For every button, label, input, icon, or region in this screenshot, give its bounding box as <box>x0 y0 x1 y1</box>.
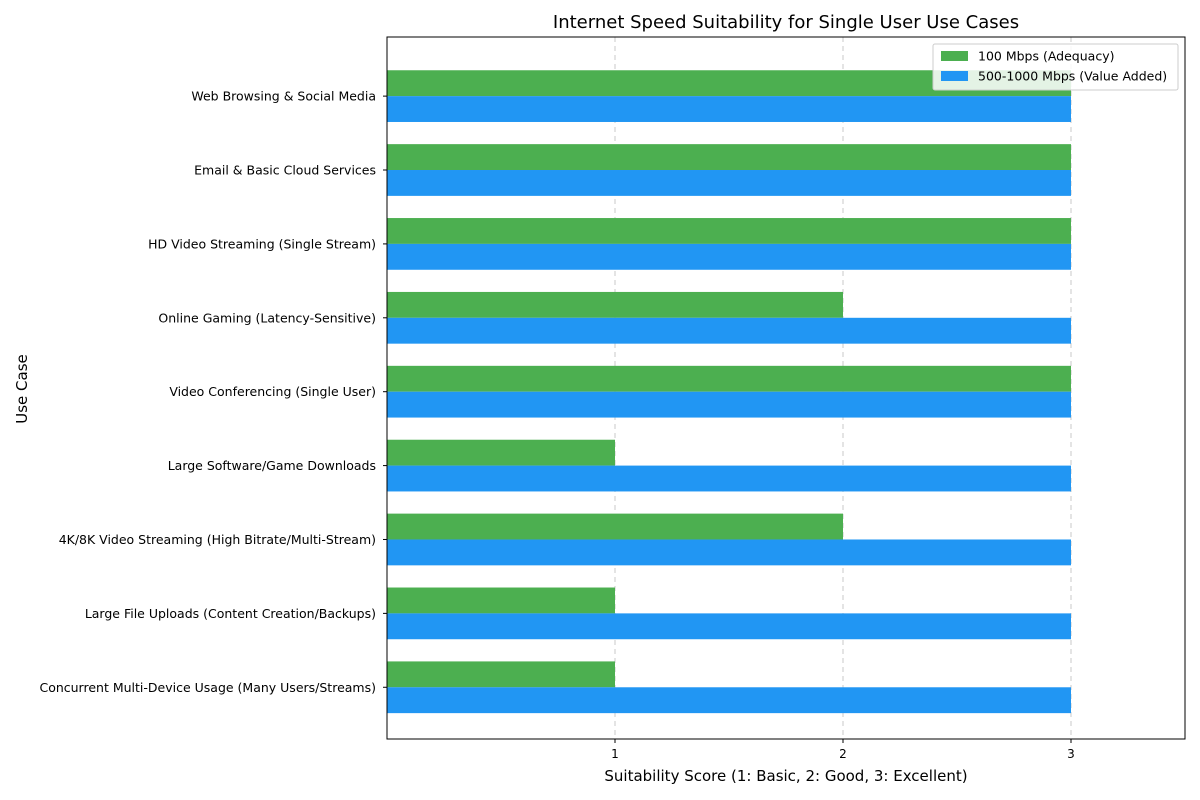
legend-label-2: 500-1000 Mbps (Value Added) <box>978 69 1167 84</box>
plot-frame <box>386 36 1186 740</box>
bar-series1-row9 <box>387 661 615 688</box>
legend: 100 Mbps (Adequacy) 500-1000 Mbps (Value … <box>932 43 1179 91</box>
category-label-4: Online Gaming (Latency-Sensitive) <box>158 310 376 325</box>
x-tick-label-3: 3 <box>1067 747 1075 761</box>
y-axis-categories: Web Browsing & Social Media Email & Basic… <box>39 89 387 695</box>
x-tick-label-1: 1 <box>611 747 619 761</box>
bar-series2-row4 <box>387 317 1071 344</box>
legend-swatch-1 <box>941 51 968 61</box>
legend-box <box>932 43 1179 91</box>
x-axis-ticks: 1 2 3 <box>611 739 1075 761</box>
legend-label-1: 100 Mbps (Adequacy) <box>978 49 1114 64</box>
category-label-9: Concurrent Multi-Device Usage (Many User… <box>39 680 376 695</box>
bar-series1-row6 <box>387 439 615 466</box>
category-label-5: Video Conferencing (Single User) <box>169 384 376 399</box>
bar-series2-row7 <box>387 539 1071 566</box>
x-tick-label-2: 2 <box>839 747 847 761</box>
bar-series1-row2 <box>387 144 1071 171</box>
category-label-6: Large Software/Game Downloads <box>168 458 376 473</box>
category-label-7: 4K/8K Video Streaming (High Bitrate/Mult… <box>59 532 376 547</box>
bar-series2-row5 <box>387 391 1071 418</box>
category-label-8: Large File Uploads (Content Creation/Bac… <box>85 606 376 621</box>
bar-series1-row7 <box>387 513 843 540</box>
bar-series2-row2 <box>387 170 1071 196</box>
bar-series2-row9 <box>387 687 1071 714</box>
bar-series2-row3 <box>387 243 1071 270</box>
legend-swatch-2 <box>941 71 968 81</box>
category-label-1: Web Browsing & Social Media <box>191 89 376 104</box>
bar-series2-row1 <box>387 96 1071 122</box>
bar-series1-row4 <box>387 291 843 318</box>
category-label-3: HD Video Streaming (Single Stream) <box>148 236 376 251</box>
bar-series1-row8 <box>387 587 615 614</box>
bar-series1-row3 <box>387 218 1071 244</box>
bar-series2-row6 <box>387 465 1071 492</box>
bar-series2-row8 <box>387 613 1071 640</box>
bar-series1-row5 <box>387 365 1071 392</box>
chart-title: Internet Speed Suitability for Single Us… <box>553 12 1019 33</box>
category-label-2: Email & Basic Cloud Services <box>194 163 376 178</box>
x-axis-label: Suitability Score (1: Basic, 2: Good, 3:… <box>604 767 967 785</box>
y-axis-label: Use Case <box>13 354 31 424</box>
bars <box>387 70 1071 714</box>
